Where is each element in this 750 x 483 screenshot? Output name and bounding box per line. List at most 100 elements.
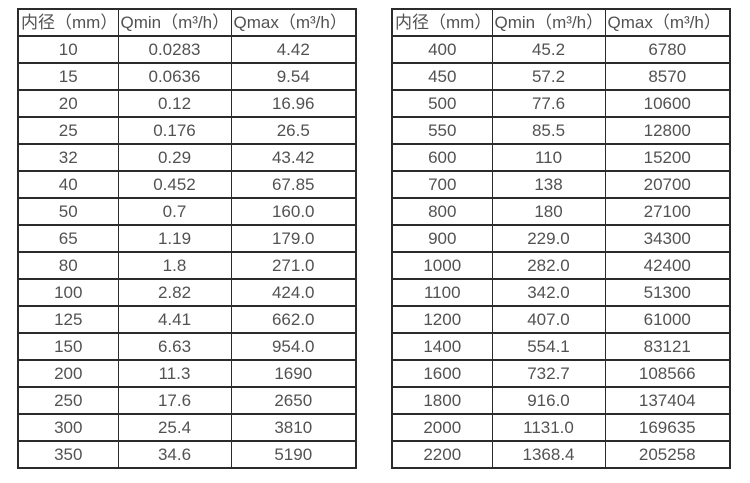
table-cell: 900: [391, 224, 493, 253]
table-cell: 32: [17, 143, 119, 172]
table-cell: 271.0: [230, 251, 357, 280]
table-row: 1600 732.7 108566: [391, 359, 731, 388]
table-cell: 1100: [391, 278, 493, 307]
table-cell: 83121: [604, 332, 731, 361]
flow-spec-table-small-diameters: 内径（mm） Qmin（m³/h） Qmax（m³/h） 10 0.0283 4.42 15…: [17, 8, 357, 469]
table-cell: 1690: [230, 359, 357, 388]
table-cell: 662.0: [230, 305, 357, 334]
table-cell: 600: [391, 143, 493, 172]
table-cell: 400: [391, 35, 493, 64]
table-cell: 138: [491, 170, 606, 199]
table-cell: 180: [491, 197, 606, 226]
header-cell: Qmax（m³/h）: [230, 8, 357, 37]
table-cell: 10: [17, 35, 119, 64]
table-cell: 4.42: [230, 35, 357, 64]
table-row: 250 17.6 2650: [17, 386, 357, 415]
table-row: 2200 1368.4 205258: [391, 440, 731, 469]
table-cell: 20: [17, 89, 119, 118]
table-cell: 43.42: [230, 143, 357, 172]
table-cell: 0.29: [117, 143, 232, 172]
table-cell: 1.8: [117, 251, 232, 280]
table-cell: 916.0: [491, 386, 606, 415]
table-cell: 1800: [391, 386, 493, 415]
table-cell: 67.85: [230, 170, 357, 199]
table-cell: 300: [17, 413, 119, 442]
table-cell: 110: [491, 143, 606, 172]
table-cell: 205258: [604, 440, 731, 469]
table-cell: 34.6: [117, 440, 232, 469]
table-cell: 100: [17, 278, 119, 307]
table-cell: 10600: [604, 89, 731, 118]
table-cell: 6780: [604, 35, 731, 64]
table-cell: 450: [391, 62, 493, 91]
table-cell: 0.452: [117, 170, 232, 199]
table-cell: 407.0: [491, 305, 606, 334]
table-cell: 800: [391, 197, 493, 226]
table-cell: 40: [17, 170, 119, 199]
table-cell: 200: [17, 359, 119, 388]
table-cell: 554.1: [491, 332, 606, 361]
table-row: 350 34.6 5190: [17, 440, 357, 469]
table-cell: 169635: [604, 413, 731, 442]
table-cell: 732.7: [491, 359, 606, 388]
table-row: 32 0.29 43.42: [17, 143, 357, 172]
table-cell: 229.0: [491, 224, 606, 253]
table-cell: 27100: [604, 197, 731, 226]
table-cell: 45.2: [491, 35, 606, 64]
table-cell: 34300: [604, 224, 731, 253]
table-cell: 2000: [391, 413, 493, 442]
table-cell: 424.0: [230, 278, 357, 307]
table-cell: 0.0283: [117, 35, 232, 64]
header-row: 内径（mm） Qmin（m³/h） Qmax（m³/h）: [17, 8, 357, 37]
table-cell: 15200: [604, 143, 731, 172]
table-row: 25 0.176 26.5: [17, 116, 357, 145]
table-row: 100 2.82 424.0: [17, 278, 357, 307]
header-cell: Qmax（m³/h）: [604, 8, 731, 37]
table-cell: 1000: [391, 251, 493, 280]
table-row: 40 0.452 67.85: [17, 170, 357, 199]
table-row: 20 0.12 16.96: [17, 89, 357, 118]
table-cell: 51300: [604, 278, 731, 307]
table-row: 500 77.6 10600: [391, 89, 731, 118]
table-cell: 350: [17, 440, 119, 469]
table-cell: 125: [17, 305, 119, 334]
table-row: 800 180 27100: [391, 197, 731, 226]
table-cell: 11.3: [117, 359, 232, 388]
table-row: 1100 342.0 51300: [391, 278, 731, 307]
table-cell: 179.0: [230, 224, 357, 253]
table-cell: 17.6: [117, 386, 232, 415]
table-row: 10 0.0283 4.42: [17, 35, 357, 64]
table-cell: 80: [17, 251, 119, 280]
table-cell: 0.12: [117, 89, 232, 118]
table-cell: 108566: [604, 359, 731, 388]
table-cell: 137404: [604, 386, 731, 415]
table-cell: 57.2: [491, 62, 606, 91]
table-cell: 77.6: [491, 89, 606, 118]
table-row: 400 45.2 6780: [391, 35, 731, 64]
header-cell: 内径（mm）: [391, 8, 493, 37]
header-cell: Qmin（m³/h）: [491, 8, 606, 37]
table-row: 900 229.0 34300: [391, 224, 731, 253]
table-row: 200 11.3 1690: [17, 359, 357, 388]
table-row: 80 1.8 271.0: [17, 251, 357, 280]
table-row: 550 85.5 12800: [391, 116, 731, 145]
table-cell: 26.5: [230, 116, 357, 145]
table-row: 300 25.4 3810: [17, 413, 357, 442]
table-row: 1000 282.0 42400: [391, 251, 731, 280]
table-cell: 150: [17, 332, 119, 361]
table-cell: 1400: [391, 332, 493, 361]
table-cell: 8570: [604, 62, 731, 91]
table-cell: 1131.0: [491, 413, 606, 442]
table-row: 150 6.63 954.0: [17, 332, 357, 361]
table-row: 65 1.19 179.0: [17, 224, 357, 253]
table-row: 1400 554.1 83121: [391, 332, 731, 361]
table-cell: 65: [17, 224, 119, 253]
table-row: 1200 407.0 61000: [391, 305, 731, 334]
table-cell: 2.82: [117, 278, 232, 307]
table-cell: 3810: [230, 413, 357, 442]
table-cell: 12800: [604, 116, 731, 145]
table-cell: 15: [17, 62, 119, 91]
table-cell: 1600: [391, 359, 493, 388]
header-cell: Qmin（m³/h）: [117, 8, 232, 37]
